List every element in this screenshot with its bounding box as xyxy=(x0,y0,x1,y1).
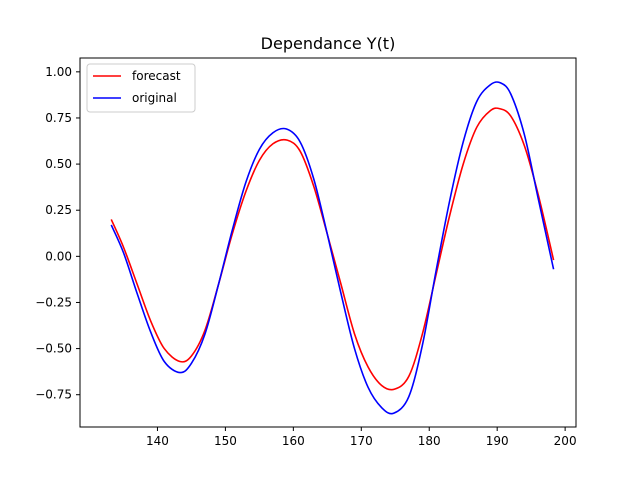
x-tick-label: 160 xyxy=(282,434,305,448)
y-tick-label: −0.50 xyxy=(35,342,72,356)
x-axis: 140 150 160 170 180 190 200 xyxy=(146,427,577,448)
legend-label-forecast: forecast xyxy=(132,69,181,83)
y-tick-label: 0.00 xyxy=(45,249,72,263)
plot-area xyxy=(80,58,576,427)
series-layer xyxy=(110,81,555,415)
x-tick-label: 180 xyxy=(418,434,441,448)
x-tick-label: 200 xyxy=(554,434,577,448)
x-tick-label: 190 xyxy=(486,434,509,448)
y-tick-label: 0.75 xyxy=(45,111,72,125)
x-tick-label: 140 xyxy=(146,434,169,448)
y-tick-label: 0.25 xyxy=(45,203,72,217)
x-tick-label: 170 xyxy=(350,434,373,448)
y-tick-label: −0.25 xyxy=(35,295,72,309)
y-tick-label: −0.75 xyxy=(35,388,72,402)
x-tick-label: 150 xyxy=(214,434,237,448)
y-tick-label: 1.00 xyxy=(45,65,72,79)
y-tick-label: 0.50 xyxy=(45,157,72,171)
plot-frame xyxy=(79,57,577,428)
chart-title: Dependance Y(t) xyxy=(261,34,396,53)
legend-label-original: original xyxy=(132,91,177,105)
series-line-original xyxy=(110,81,555,415)
series-line-forecast xyxy=(110,107,555,391)
y-axis: −0.75 −0.50 −0.25 0.00 0.25 0.50 0.75 1.00 xyxy=(35,65,80,402)
legend: forecast original xyxy=(86,63,196,113)
